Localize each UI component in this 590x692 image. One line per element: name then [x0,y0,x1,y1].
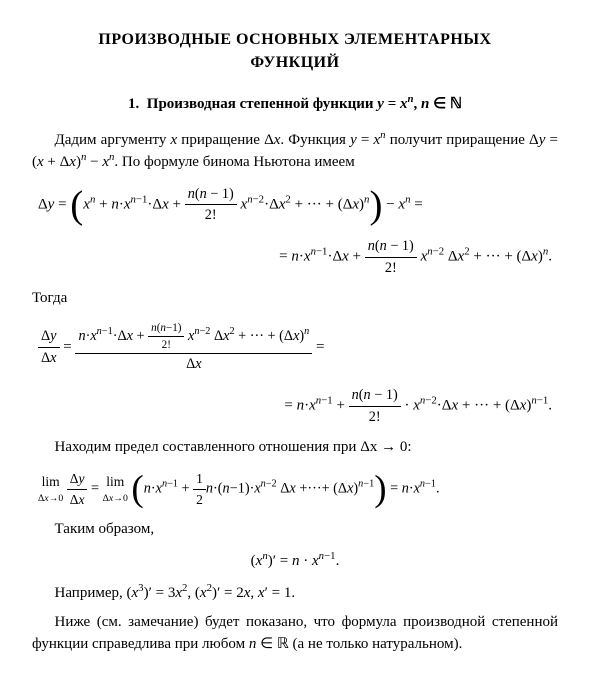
paragraph-5: Ниже (см. замечание) будет показано, что… [32,612,558,656]
equation-3: limΔx→0 ΔyΔx = limΔx→0 (n·xn−1 + 12n·(n−… [32,469,558,509]
paragraph-1: Дадим аргументу x приращение Δx. Функция… [32,130,558,174]
equation-1-line-1: Δy = (xn + n·xn−1·Δx + n(n − 1)2! xn−2·Δ… [32,184,558,226]
paragraph-2: Находим предел составленного отношения п… [32,437,558,459]
page-title: ПРОИЗВОДНЫЕ ОСНОВНЫХ ЭЛЕМЕНТАРНЫХ ФУНКЦИ… [32,28,558,74]
equation-4: (xn)′ = n · xn−1. [32,551,558,573]
title-line-1: ПРОИЗВОДНЫЕ ОСНОВНЫХ ЭЛЕМЕНТАРНЫХ [98,31,491,48]
section-heading: 1. Производная степенной функции y = xn,… [32,94,558,116]
paragraph-4: Например, (x3)′ = 3x2, (x2)′ = 2x, x′ = … [32,583,558,605]
equation-2-line-2: = n·xn−1 + n(n − 1)2! · xn−2·Δx + ··· + … [32,385,558,427]
togda-label: Тогда [32,288,558,310]
paragraph-3: Таким образом, [32,519,558,541]
equation-1-line-2: = n·xn−1·Δx + n(n − 1)2! xn−2 Δx2 + ··· … [32,236,558,278]
title-line-2: ФУНКЦИЙ [250,54,339,71]
equation-2-line-1: ΔyΔx = n·xn−1·Δx + n(n−1)2! xn−2 Δx2 + ·… [32,320,558,375]
